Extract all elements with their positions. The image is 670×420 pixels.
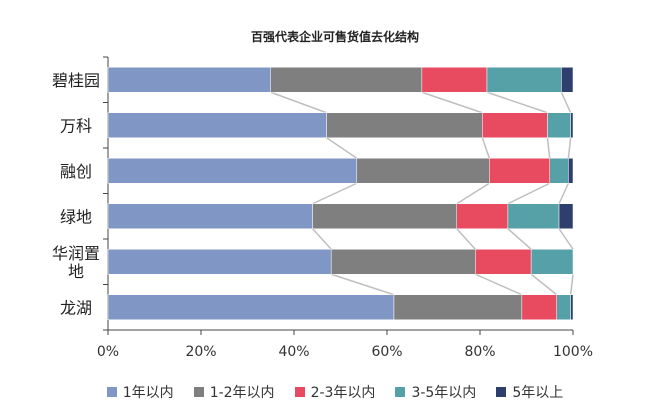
category-label: 碧桂园 — [52, 71, 100, 90]
bar-segment — [482, 112, 548, 138]
bar-segment — [530, 249, 574, 275]
connector-line — [507, 228, 532, 250]
bar-segment — [570, 112, 574, 138]
connector-line — [312, 182, 358, 205]
bar-segment — [486, 67, 562, 93]
legend-item: 3-5年以内 — [395, 382, 476, 402]
bar-segment — [507, 203, 560, 229]
bar-segment — [107, 158, 358, 184]
bar-segment — [107, 249, 332, 275]
bar-segment — [456, 203, 509, 229]
bar-segment — [107, 67, 271, 93]
bar-segment — [549, 158, 569, 184]
connector-line — [486, 91, 548, 114]
x-tick-label: 0% — [97, 344, 119, 360]
connector-line — [475, 273, 523, 296]
connector-line — [326, 137, 358, 159]
connector-line — [270, 91, 327, 114]
legend-swatch — [294, 387, 305, 397]
bar-segment — [475, 249, 532, 275]
bar-segment — [393, 294, 523, 320]
connector-line — [456, 228, 476, 250]
x-tick-label: 60% — [371, 344, 402, 360]
connector-line — [558, 182, 570, 205]
legend-swatch — [395, 387, 406, 397]
x-tick-label: 100% — [553, 344, 593, 360]
category-label: 华润置地 — [52, 244, 100, 281]
chart-title: 百强代表企业可售货值去化结构 — [250, 30, 419, 44]
bar-segment — [326, 112, 483, 138]
connector-line — [560, 91, 572, 114]
x-tick-label: 40% — [278, 344, 309, 360]
connector-line — [456, 182, 490, 205]
bar-segment — [330, 249, 476, 275]
bar-segment — [521, 294, 557, 320]
connector-line — [546, 137, 551, 159]
legend-item: 2-3年以内 — [294, 382, 376, 402]
bar-segment — [556, 294, 571, 320]
bar-segment — [107, 112, 327, 138]
connector-line — [530, 273, 558, 296]
bar-segment — [561, 67, 574, 93]
legend-label: 2-3年以内 — [310, 385, 376, 401]
legend-label: 1-2年以内 — [209, 385, 275, 401]
connector-line — [421, 91, 483, 114]
bar-segment — [489, 158, 550, 184]
category-label: 绿地 — [60, 207, 92, 226]
legend-item: 1年以内 — [106, 382, 174, 402]
connector-line — [569, 274, 574, 295]
x-tick-label: 80% — [464, 344, 495, 360]
bar-segment — [568, 158, 574, 184]
connector-line — [507, 182, 551, 205]
x-tick-label: 20% — [185, 344, 216, 360]
bar-segment — [570, 294, 574, 320]
bar-segment — [270, 67, 423, 93]
legend-label: 5年以上 — [512, 385, 564, 401]
legend-label: 3-5年以内 — [411, 385, 477, 401]
bar-segment — [558, 203, 574, 229]
bar-segment — [107, 294, 395, 320]
bar-segment — [312, 203, 457, 229]
connector-line — [567, 137, 572, 159]
connector-line — [481, 137, 491, 159]
legend-item: 1-2年以内 — [193, 382, 275, 402]
category-label: 融创 — [60, 162, 92, 181]
bar-segment — [356, 158, 490, 184]
category-label: 万科 — [60, 116, 92, 135]
legend-swatch — [193, 387, 204, 397]
legend-item: 5年以上 — [496, 382, 563, 402]
legend-label: 1年以内 — [122, 385, 174, 401]
connector-line — [558, 228, 574, 250]
bar-segment — [421, 67, 488, 93]
bar-segment — [107, 203, 313, 229]
connector-line — [330, 273, 395, 296]
category-label: 龙湖 — [60, 298, 92, 317]
legend-swatch — [496, 387, 507, 397]
chart-legend: 1年以内 1-2年以内 2-3年以内 3-5年以内 5年以上 — [0, 380, 670, 404]
legend-swatch — [106, 387, 117, 397]
bar-segment — [547, 112, 571, 138]
connector-line — [312, 228, 332, 250]
